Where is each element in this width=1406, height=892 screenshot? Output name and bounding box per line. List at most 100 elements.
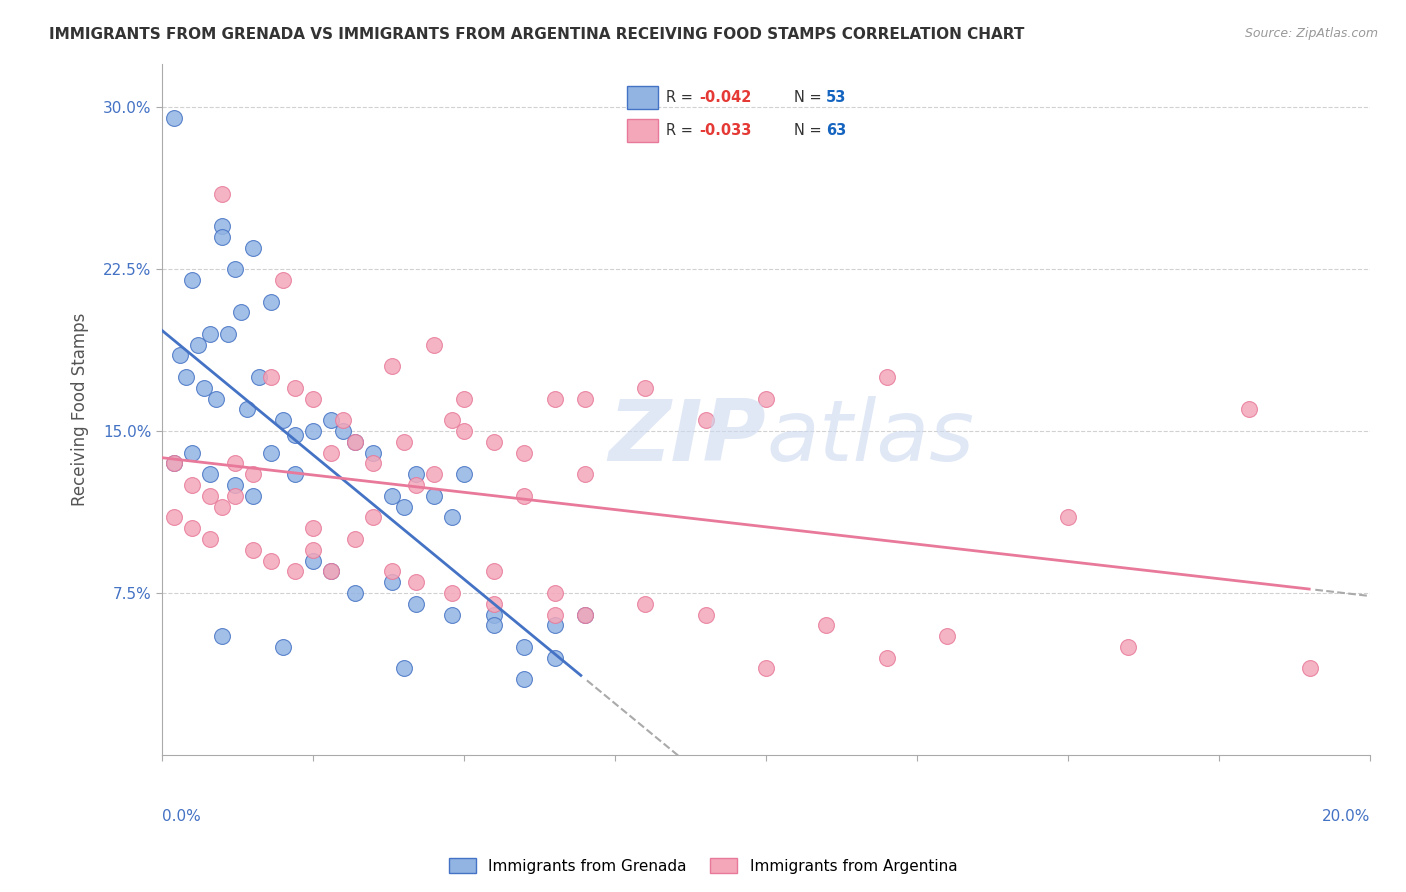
Point: [302, 392, 325, 406]
Point: [574, 607, 596, 622]
Point: [440, 586, 463, 600]
Point: [380, 575, 402, 590]
Point: [755, 392, 778, 406]
Point: [392, 434, 415, 449]
Point: [543, 392, 565, 406]
Point: [332, 413, 354, 427]
Point: [392, 500, 415, 514]
Point: [1237, 402, 1260, 417]
Point: [423, 489, 446, 503]
Point: [163, 457, 186, 471]
Point: [936, 629, 959, 643]
Point: [200, 467, 222, 482]
Point: [169, 349, 191, 363]
Point: [392, 661, 415, 675]
Point: [321, 565, 343, 579]
Point: [163, 457, 186, 471]
Point: [363, 457, 385, 471]
Text: 20.0%: 20.0%: [1322, 809, 1369, 824]
Point: [344, 434, 367, 449]
Point: [242, 241, 264, 255]
Point: [211, 186, 233, 201]
Point: [695, 607, 717, 622]
Point: [453, 424, 475, 438]
Point: [876, 650, 898, 665]
Point: [321, 445, 343, 459]
Point: [242, 489, 264, 503]
Text: Source: ZipAtlas.com: Source: ZipAtlas.com: [1244, 27, 1378, 40]
Point: [453, 392, 475, 406]
Point: [440, 413, 463, 427]
Point: [181, 445, 204, 459]
Point: [187, 337, 209, 351]
Point: [321, 565, 343, 579]
Point: [302, 553, 325, 567]
Point: [423, 337, 446, 351]
Point: [224, 457, 246, 471]
Point: [332, 424, 354, 438]
Point: [229, 305, 252, 319]
Point: [344, 532, 367, 546]
Point: [218, 326, 240, 341]
Point: [405, 597, 427, 611]
Point: [1057, 510, 1080, 524]
Point: [302, 521, 325, 535]
Point: [543, 586, 565, 600]
Point: [302, 542, 325, 557]
Point: [755, 661, 778, 675]
Point: [574, 607, 596, 622]
Point: [423, 467, 446, 482]
Text: atlas: atlas: [766, 395, 974, 479]
Point: [284, 428, 307, 442]
Point: [543, 650, 565, 665]
Point: [405, 575, 427, 590]
Point: [260, 294, 283, 309]
Point: [574, 392, 596, 406]
Point: [271, 413, 294, 427]
Point: [200, 532, 222, 546]
Point: [405, 478, 427, 492]
Point: [260, 553, 283, 567]
Point: [405, 467, 427, 482]
Point: [513, 489, 536, 503]
Point: [513, 445, 536, 459]
Point: [363, 445, 385, 459]
Point: [482, 565, 505, 579]
Point: [876, 370, 898, 384]
Point: [440, 607, 463, 622]
Point: [1118, 640, 1140, 654]
Point: [513, 640, 536, 654]
Point: [634, 597, 657, 611]
Point: [380, 565, 402, 579]
Point: [224, 478, 246, 492]
Point: [260, 370, 283, 384]
Point: [200, 489, 222, 503]
Point: [302, 424, 325, 438]
Point: [321, 413, 343, 427]
Point: [543, 607, 565, 622]
Y-axis label: Receiving Food Stamps: Receiving Food Stamps: [72, 313, 89, 506]
Text: IMMIGRANTS FROM GRENADA VS IMMIGRANTS FROM ARGENTINA RECEIVING FOOD STAMPS CORRE: IMMIGRANTS FROM GRENADA VS IMMIGRANTS FR…: [49, 27, 1025, 42]
Point: [284, 565, 307, 579]
Point: [1298, 661, 1320, 675]
Point: [224, 489, 246, 503]
Point: [224, 262, 246, 277]
Legend: Immigrants from Grenada, Immigrants from Argentina: Immigrants from Grenada, Immigrants from…: [443, 852, 963, 880]
Point: [380, 359, 402, 374]
Point: [271, 640, 294, 654]
Text: ZIP: ZIP: [609, 395, 766, 479]
Point: [695, 413, 717, 427]
Point: [271, 273, 294, 287]
Point: [200, 326, 222, 341]
Point: [543, 618, 565, 632]
Point: [163, 111, 186, 125]
Point: [482, 597, 505, 611]
Point: [235, 402, 257, 417]
Point: [513, 673, 536, 687]
Point: [193, 381, 215, 395]
Point: [211, 229, 233, 244]
Point: [174, 370, 197, 384]
Point: [284, 467, 307, 482]
Point: [482, 618, 505, 632]
Point: [211, 629, 233, 643]
